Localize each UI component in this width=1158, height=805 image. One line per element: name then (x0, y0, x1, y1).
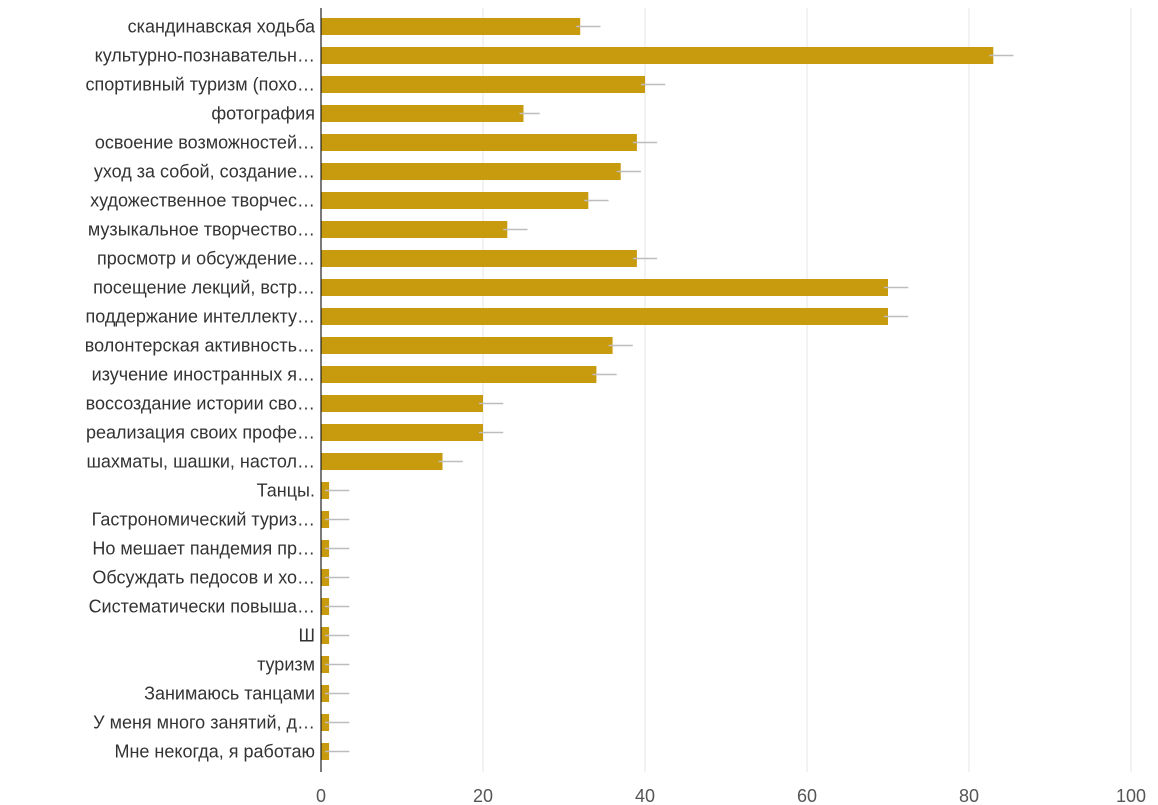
bar (321, 424, 483, 441)
bar (321, 337, 613, 354)
bar (321, 250, 637, 267)
bar (321, 192, 589, 209)
category-label: поддержание интеллекту… (86, 307, 315, 327)
category-label: культурно-познавательн… (95, 46, 315, 66)
x-tick-label: 0 (316, 786, 326, 805)
category-label: Танцы. (257, 481, 315, 501)
category-label: уход за собой, создание… (94, 162, 315, 182)
x-tick-label: 40 (635, 786, 655, 805)
bar (321, 18, 581, 35)
category-label: изучение иностранных я… (92, 365, 315, 385)
category-label: художественное творчес… (90, 191, 315, 211)
bar (321, 279, 888, 296)
x-tick-label: 60 (797, 786, 817, 805)
category-label: туризм (257, 655, 315, 675)
bar (321, 221, 508, 238)
bar (321, 76, 645, 93)
bar (321, 366, 597, 383)
bar (321, 395, 483, 412)
category-label: У меня много занятий, д… (93, 713, 315, 733)
bar-layer (321, 18, 1014, 760)
bar (321, 105, 524, 122)
bar (321, 308, 888, 325)
category-label: реализация своих профе… (86, 423, 315, 443)
category-label: воссоздание истории сво… (86, 394, 315, 414)
category-label: освоение возможностей… (95, 133, 315, 153)
bar (321, 453, 443, 470)
category-label: посещение лекций, встр… (93, 278, 315, 298)
category-label: шахматы, шашки, настол… (86, 452, 315, 472)
bar (321, 163, 621, 180)
category-label: скандинавская ходьба (128, 17, 316, 37)
category-label: Занимаюсь танцами (144, 684, 315, 704)
category-label: музыкальное творчество… (88, 220, 315, 240)
grid-layer (482, 8, 1132, 772)
bar (321, 47, 994, 64)
x-tick-layer: 0 20 40 60 80 100 (316, 786, 1146, 805)
category-label-layer: скандинавская ходьба культурно-познавател… (85, 17, 316, 762)
category-label: Ш (299, 626, 316, 646)
x-tick-label: 100 (1116, 786, 1146, 805)
category-label: Обсуждать педосов и хо… (92, 568, 315, 588)
category-label: волонтерская активность… (85, 336, 315, 356)
category-label: Систематически повыша… (89, 597, 315, 617)
x-tick-label: 80 (959, 786, 979, 805)
category-label: Но мешает пандемия пр… (92, 539, 315, 559)
category-label: спортивный туризм (похо… (86, 75, 315, 95)
category-label: просмотр и обсуждение… (97, 249, 315, 269)
bar (321, 134, 637, 151)
category-label: Мне некогда, я работаю (114, 742, 315, 762)
category-label: Гастрономический туриз… (92, 510, 315, 530)
x-tick-label: 20 (473, 786, 493, 805)
category-label: фотография (211, 104, 315, 124)
